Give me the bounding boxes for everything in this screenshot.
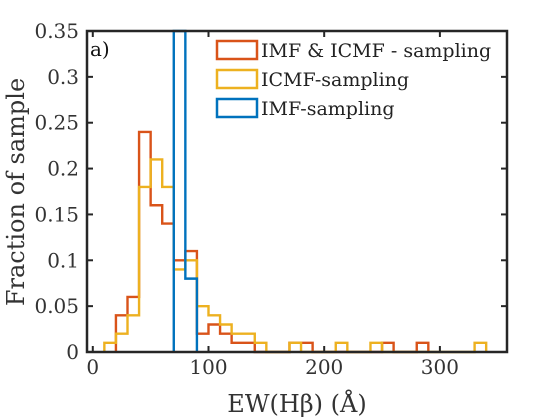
y-tick-label: 0.3 bbox=[47, 65, 79, 89]
y-tick-label: 0.05 bbox=[34, 294, 79, 318]
y-tick-label: 0.1 bbox=[47, 248, 79, 272]
axes-layer bbox=[85, 29, 509, 354]
series-line-3 bbox=[172, 29, 199, 352]
legend-label-3: IMF-sampling bbox=[261, 98, 395, 120]
x-tick-label: 100 bbox=[189, 355, 227, 379]
y-tick-label: 0.2 bbox=[47, 157, 79, 181]
panel-label: a) bbox=[90, 37, 110, 61]
y-tick-label: 0.35 bbox=[34, 19, 79, 43]
y-tick-label: 0.15 bbox=[34, 202, 79, 226]
y-tick-label: 0 bbox=[66, 340, 79, 364]
y-tick-label: 0.25 bbox=[34, 111, 79, 135]
legend-swatch-2 bbox=[215, 68, 259, 90]
legend-swatch-3 bbox=[215, 97, 259, 119]
x-axis-title: EW(Hβ) (Å) bbox=[227, 389, 366, 418]
x-tick-label: 0 bbox=[86, 355, 99, 379]
x-tick-label: 300 bbox=[421, 355, 459, 379]
legend-swatch-1 bbox=[215, 39, 259, 61]
axes-box bbox=[85, 29, 509, 354]
legend: IMF & ICMF - sampling ICMF-sampling IMF-sa… bbox=[215, 39, 491, 120]
legend-label-2: ICMF-sampling bbox=[261, 69, 409, 91]
tick-labels: 0 100 200 300 0 0.05 0.1 0.15 0.2 0.25 0.3 0.35 bbox=[34, 19, 459, 379]
x-tick-label: 200 bbox=[305, 355, 343, 379]
legend-label-1: IMF & ICMF - sampling bbox=[261, 40, 491, 62]
y-axis-title: Fraction of sample bbox=[2, 78, 30, 306]
series-line-2 bbox=[103, 158, 488, 354]
